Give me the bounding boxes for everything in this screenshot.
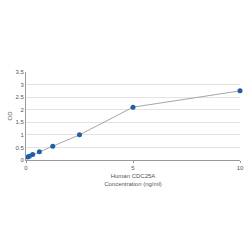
- svg-text:OD: OD: [7, 111, 13, 121]
- svg-text:5: 5: [131, 165, 135, 171]
- svg-text:10: 10: [237, 165, 244, 171]
- svg-text:2: 2: [20, 107, 24, 113]
- svg-text:Human CDC25AConcentration (ng/: Human CDC25AConcentration (ng/ml): [104, 173, 162, 187]
- svg-text:2.5: 2.5: [15, 94, 24, 100]
- svg-text:0.5: 0.5: [15, 145, 24, 151]
- svg-text:1.5: 1.5: [15, 119, 24, 125]
- svg-text:1: 1: [20, 132, 24, 138]
- svg-text:0: 0: [24, 165, 28, 171]
- svg-text:3: 3: [20, 82, 24, 88]
- svg-text:3.5: 3.5: [15, 69, 24, 75]
- svg-text:0: 0: [20, 157, 24, 163]
